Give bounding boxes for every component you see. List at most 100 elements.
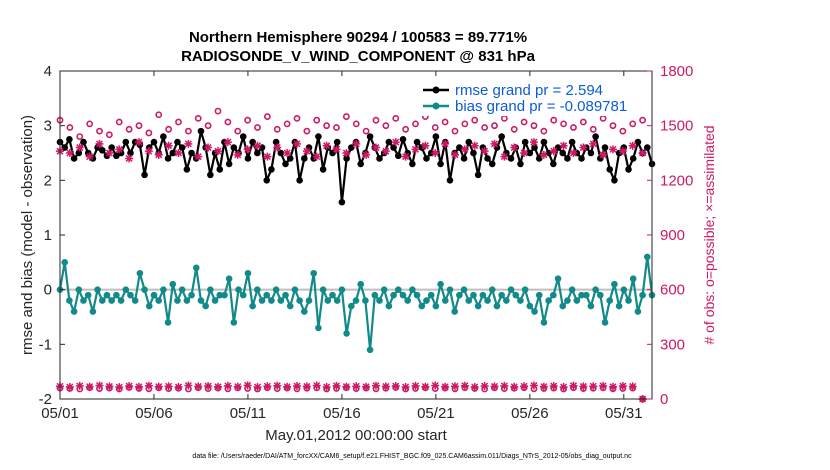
series-point-1-114 [592,286,599,293]
series-point-1-42 [254,286,261,293]
series-point-1-99 [521,286,529,293]
series-point-1-41 [249,302,256,310]
series-point-1-85 [456,291,463,299]
series-point-1-55 [315,324,322,332]
series-point-1-52 [301,308,308,315]
obs-marker-1-28 [332,145,341,154]
chart-subtitle: RADIOSONDE_V_WIND_COMPONENT @ 831 hPa [181,48,536,65]
series-point-1-124 [639,291,646,299]
obs-marker-3-25 [302,382,311,391]
obs-marker-1-43 [480,147,489,156]
obs-marker-3-47 [520,382,529,391]
series-point-1-77 [418,302,426,310]
series-point-1-30 [197,297,205,304]
obs-marker-3-45 [500,381,509,390]
series-point-0-109 [568,138,576,146]
y-right-tick-label-5: 1500 [660,118,693,135]
series-point-0-26 [178,144,186,151]
x-tick-label-4: 05/21 [417,405,455,422]
series-point-1-32 [207,286,214,293]
obs-marker-3-41 [460,381,469,390]
y-tick-label-2: 0 [44,282,52,299]
obs-marker-0-28 [333,124,340,131]
series-point-0-88 [470,149,477,157]
obs-marker-1-40 [450,150,459,159]
series-point-0-51 [296,177,303,184]
series-point-1-67 [371,291,379,299]
obs-marker-0-23 [283,120,291,128]
series-point-0-9 [98,146,106,154]
series-point-0-5 [80,138,87,146]
series-point-1-7 [89,308,97,315]
series-point-1-91 [484,297,491,304]
obs-marker-1-10 [154,150,163,159]
series-point-0-60 [338,198,346,206]
series-point-0-111 [578,155,585,162]
obs-marker-0-57 [619,127,627,135]
series-point-1-15 [127,291,134,299]
obs-marker-3-4 [95,381,104,390]
x-tick-label-2: 05/11 [230,405,266,422]
obs-marker-0-33 [382,122,390,130]
obs-marker-1-52 [569,149,578,157]
series-point-1-50 [291,286,299,293]
series-point-1-121 [625,297,632,304]
obs-marker-3-5 [105,382,114,391]
series-point-1-21 [155,297,162,304]
series-point-0-34 [216,166,224,173]
series-point-0-14 [122,138,130,146]
obs-marker-1-18 [233,150,242,159]
series-point-1-48 [282,291,289,299]
series-point-1-34 [216,291,224,299]
series-point-1-118 [611,280,618,288]
x-tick-label-0: 05/01 [41,405,79,422]
series-point-1-72 [394,286,402,293]
obs-marker-1-21 [263,152,272,161]
series-point-1-45 [268,297,275,304]
obs-marker-1-25 [302,147,311,156]
obs-marker-3-31 [362,382,371,391]
obs-marker-1-26 [312,152,321,161]
y-right-tick-label-4: 1200 [660,172,693,189]
obs-marker-1-34 [391,138,400,147]
obs-marker-0-5 [105,131,113,139]
obs-marker-3-43 [480,382,489,391]
series-point-0-39 [239,133,247,140]
y-right-tick-label-1: 300 [660,336,685,353]
obs-marker-1-44 [490,139,499,148]
series-point-0-107 [559,149,567,157]
obs-marker-0-41 [461,120,469,128]
series-point-0-41 [249,138,256,146]
obs-marker-0-26 [313,116,321,124]
series-point-1-65 [362,297,369,304]
series-point-1-109 [568,286,576,293]
series-point-1-62 [348,302,355,310]
obs-marker-0-40 [451,127,459,135]
series-point-1-116 [601,319,609,326]
series-point-0-68 [376,155,383,162]
series-point-1-36 [225,275,233,283]
series-point-1-76 [413,291,421,299]
series-point-0-36 [225,160,233,168]
obs-marker-3-44 [490,382,499,391]
obs-marker-0-24 [293,114,301,122]
obs-marker-0-18 [234,127,242,135]
obs-marker-1-57 [618,147,627,156]
series-point-1-27 [183,297,191,304]
series-point-0-122 [629,155,637,162]
y-axis-right-label: # of obs: o=possible; ×=assimilated [701,125,717,344]
series-point-1-105 [550,291,557,299]
series-point-1-70 [385,302,393,310]
legend: rmse grand pr = 2.594 bias grand pr = -0… [420,80,638,116]
obs-marker-3-15 [204,382,213,391]
obs-marker-0-51 [560,120,568,128]
series-point-1-58 [329,291,336,299]
plot-area: 05/01 05/06 05/11 05/16 05/21 05/26 05/31 -2 -1 0… [39,63,694,422]
y-tick-label-5: 3 [44,118,52,135]
obs-marker-3-23 [283,382,292,391]
series-point-1-24 [169,280,177,288]
series-point-0-28 [188,149,195,157]
series-point-0-25 [174,138,181,146]
obs-marker-0-17 [224,118,232,126]
series-point-0-62 [348,144,355,151]
